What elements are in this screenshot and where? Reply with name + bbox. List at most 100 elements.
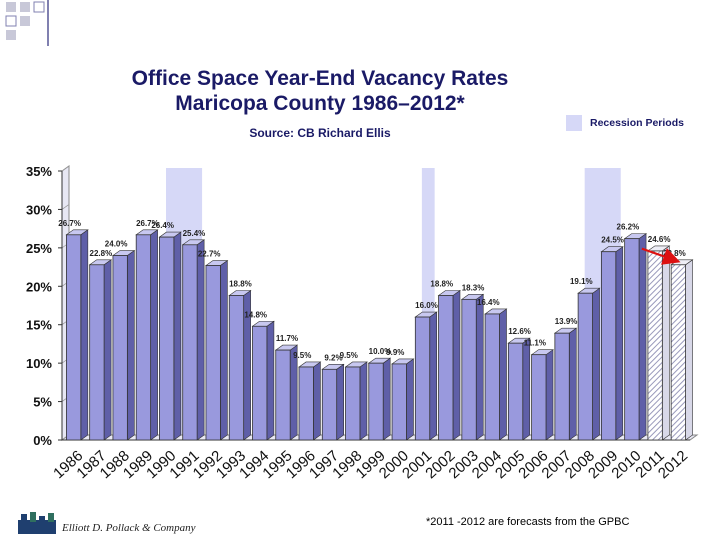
ytick-label-35: 35% (26, 164, 52, 179)
bar-1995 (275, 349, 291, 441)
bar-1987 (89, 264, 105, 441)
company-name: Elliott D. Pollack & Company (62, 522, 196, 534)
value-label-2000: 9.9% (386, 348, 404, 357)
value-label-1988: 24.0% (105, 240, 128, 249)
value-label-1986: 26.7% (58, 219, 81, 228)
value-label-1997: 9.2% (324, 353, 342, 362)
bar-1989 (135, 234, 152, 441)
bar-side-1994 (266, 320, 275, 441)
bar-side-2012 (685, 259, 693, 441)
ytick-label-25: 25% (26, 241, 52, 256)
bar-2007 (554, 332, 570, 441)
value-label-2011: 24.6% (648, 235, 671, 244)
bar-side-1998 (359, 361, 368, 441)
bar-side-1997 (336, 363, 344, 441)
gridline-diag-30 (61, 204, 70, 210)
bar-side-2001 (429, 311, 438, 441)
value-label-1994: 14.8% (244, 310, 267, 319)
bar-side-1991 (196, 239, 205, 441)
bar-side-2000 (406, 358, 414, 441)
value-label-2007: 13.9% (555, 317, 578, 326)
legend-swatch-recession (566, 115, 582, 131)
bar-side-1986 (80, 229, 89, 441)
bar-side-2002 (452, 289, 461, 441)
bar-1988 (112, 255, 128, 441)
bar-side-2010 (638, 233, 647, 441)
value-label-2002: 18.8% (430, 280, 453, 289)
value-label-1993: 18.8% (229, 280, 252, 289)
bar-1996 (298, 366, 314, 441)
bar-side-2009 (615, 246, 624, 441)
bar-side-2011 (662, 245, 670, 441)
gridline-diag-35 (61, 165, 70, 172)
bar-side-1987 (103, 259, 112, 441)
bar-2003 (461, 298, 477, 441)
bar-1993 (228, 295, 245, 441)
bar-2011 (647, 250, 663, 441)
bar-2009 (600, 251, 617, 441)
value-label-2005: 12.6% (508, 327, 531, 336)
bar-side-1989 (150, 229, 158, 441)
bar-1991 (182, 244, 198, 441)
ytick-label-10: 10% (26, 356, 52, 371)
corner-decoration (5, 0, 49, 46)
value-label-2006: 11.1% (524, 339, 546, 348)
bar-side-1996 (313, 361, 321, 441)
bar-2005 (507, 342, 524, 441)
value-label-2003: 18.3% (462, 283, 485, 292)
bar-side-2008 (592, 287, 600, 441)
chart-title: Office Space Year-End Vacancy Rates Mari… (60, 66, 580, 116)
bar-2002 (438, 295, 454, 441)
bar-side-1988 (127, 249, 135, 441)
bar-2010 (624, 238, 640, 441)
value-label-2010: 26.2% (617, 223, 640, 232)
forecast-decline-arrow (641, 247, 681, 265)
bar-2008 (577, 292, 593, 441)
bar-side-2004 (499, 308, 507, 441)
value-label-1996: 9.5% (293, 351, 311, 360)
chart-title-line2: Maricopa County 1986–2012* (175, 92, 465, 115)
value-label-2009: 24.5% (601, 236, 624, 245)
value-label-1989: 26.7% (136, 219, 159, 228)
bar-side-1990 (173, 231, 182, 441)
bar-side-2007 (568, 327, 577, 441)
chart-title-line1: Office Space Year-End Vacancy Rates (131, 67, 509, 90)
bar-1986 (66, 234, 82, 441)
bar-side-2006 (545, 349, 554, 441)
value-label-1995: 11.7% (276, 334, 298, 343)
value-label-2001: 16.0% (415, 301, 438, 310)
value-label-1987: 22.8% (90, 249, 113, 258)
value-label-2004: 16.4% (477, 298, 500, 307)
bar-2012 (670, 264, 686, 441)
ytick-label-20: 20% (26, 279, 52, 294)
ytick-label-5: 5% (33, 395, 52, 410)
bar-side-2005 (522, 337, 531, 441)
value-label-2008: 19.1% (570, 277, 593, 286)
bar-side-2003 (475, 293, 484, 441)
value-label-1990: 26.4% (151, 221, 174, 230)
bar-1997 (321, 368, 338, 441)
ytick-label-0: 0% (33, 433, 52, 448)
bar-1990 (159, 236, 175, 441)
company-logo-icon (18, 512, 56, 534)
value-label-1991: 25.4% (183, 229, 206, 238)
bar-2006 (531, 354, 547, 441)
bar-side-1992 (220, 259, 228, 441)
bar-2000 (391, 363, 407, 441)
value-label-1999: 10.0% (369, 347, 392, 356)
ytick-label-30: 30% (26, 202, 52, 217)
legend-label-recession: Recession Periods (590, 117, 684, 129)
bar-2004 (484, 313, 500, 441)
bar-1994 (252, 325, 268, 441)
bar-1992 (205, 265, 221, 441)
chart-legend: Recession Periods (566, 115, 684, 131)
forecast-footnote: *2011 -2012 are forecasts from the GPBC (426, 516, 630, 528)
bar-1999 (368, 362, 384, 441)
ytick-label-15: 15% (26, 318, 52, 333)
bar-2001 (414, 316, 431, 441)
value-label-1998: 9.5% (340, 351, 358, 360)
chart-source: Source: CB Richard Ellis (249, 126, 391, 140)
bar-side-1999 (382, 357, 391, 441)
bar-1998 (345, 366, 361, 441)
